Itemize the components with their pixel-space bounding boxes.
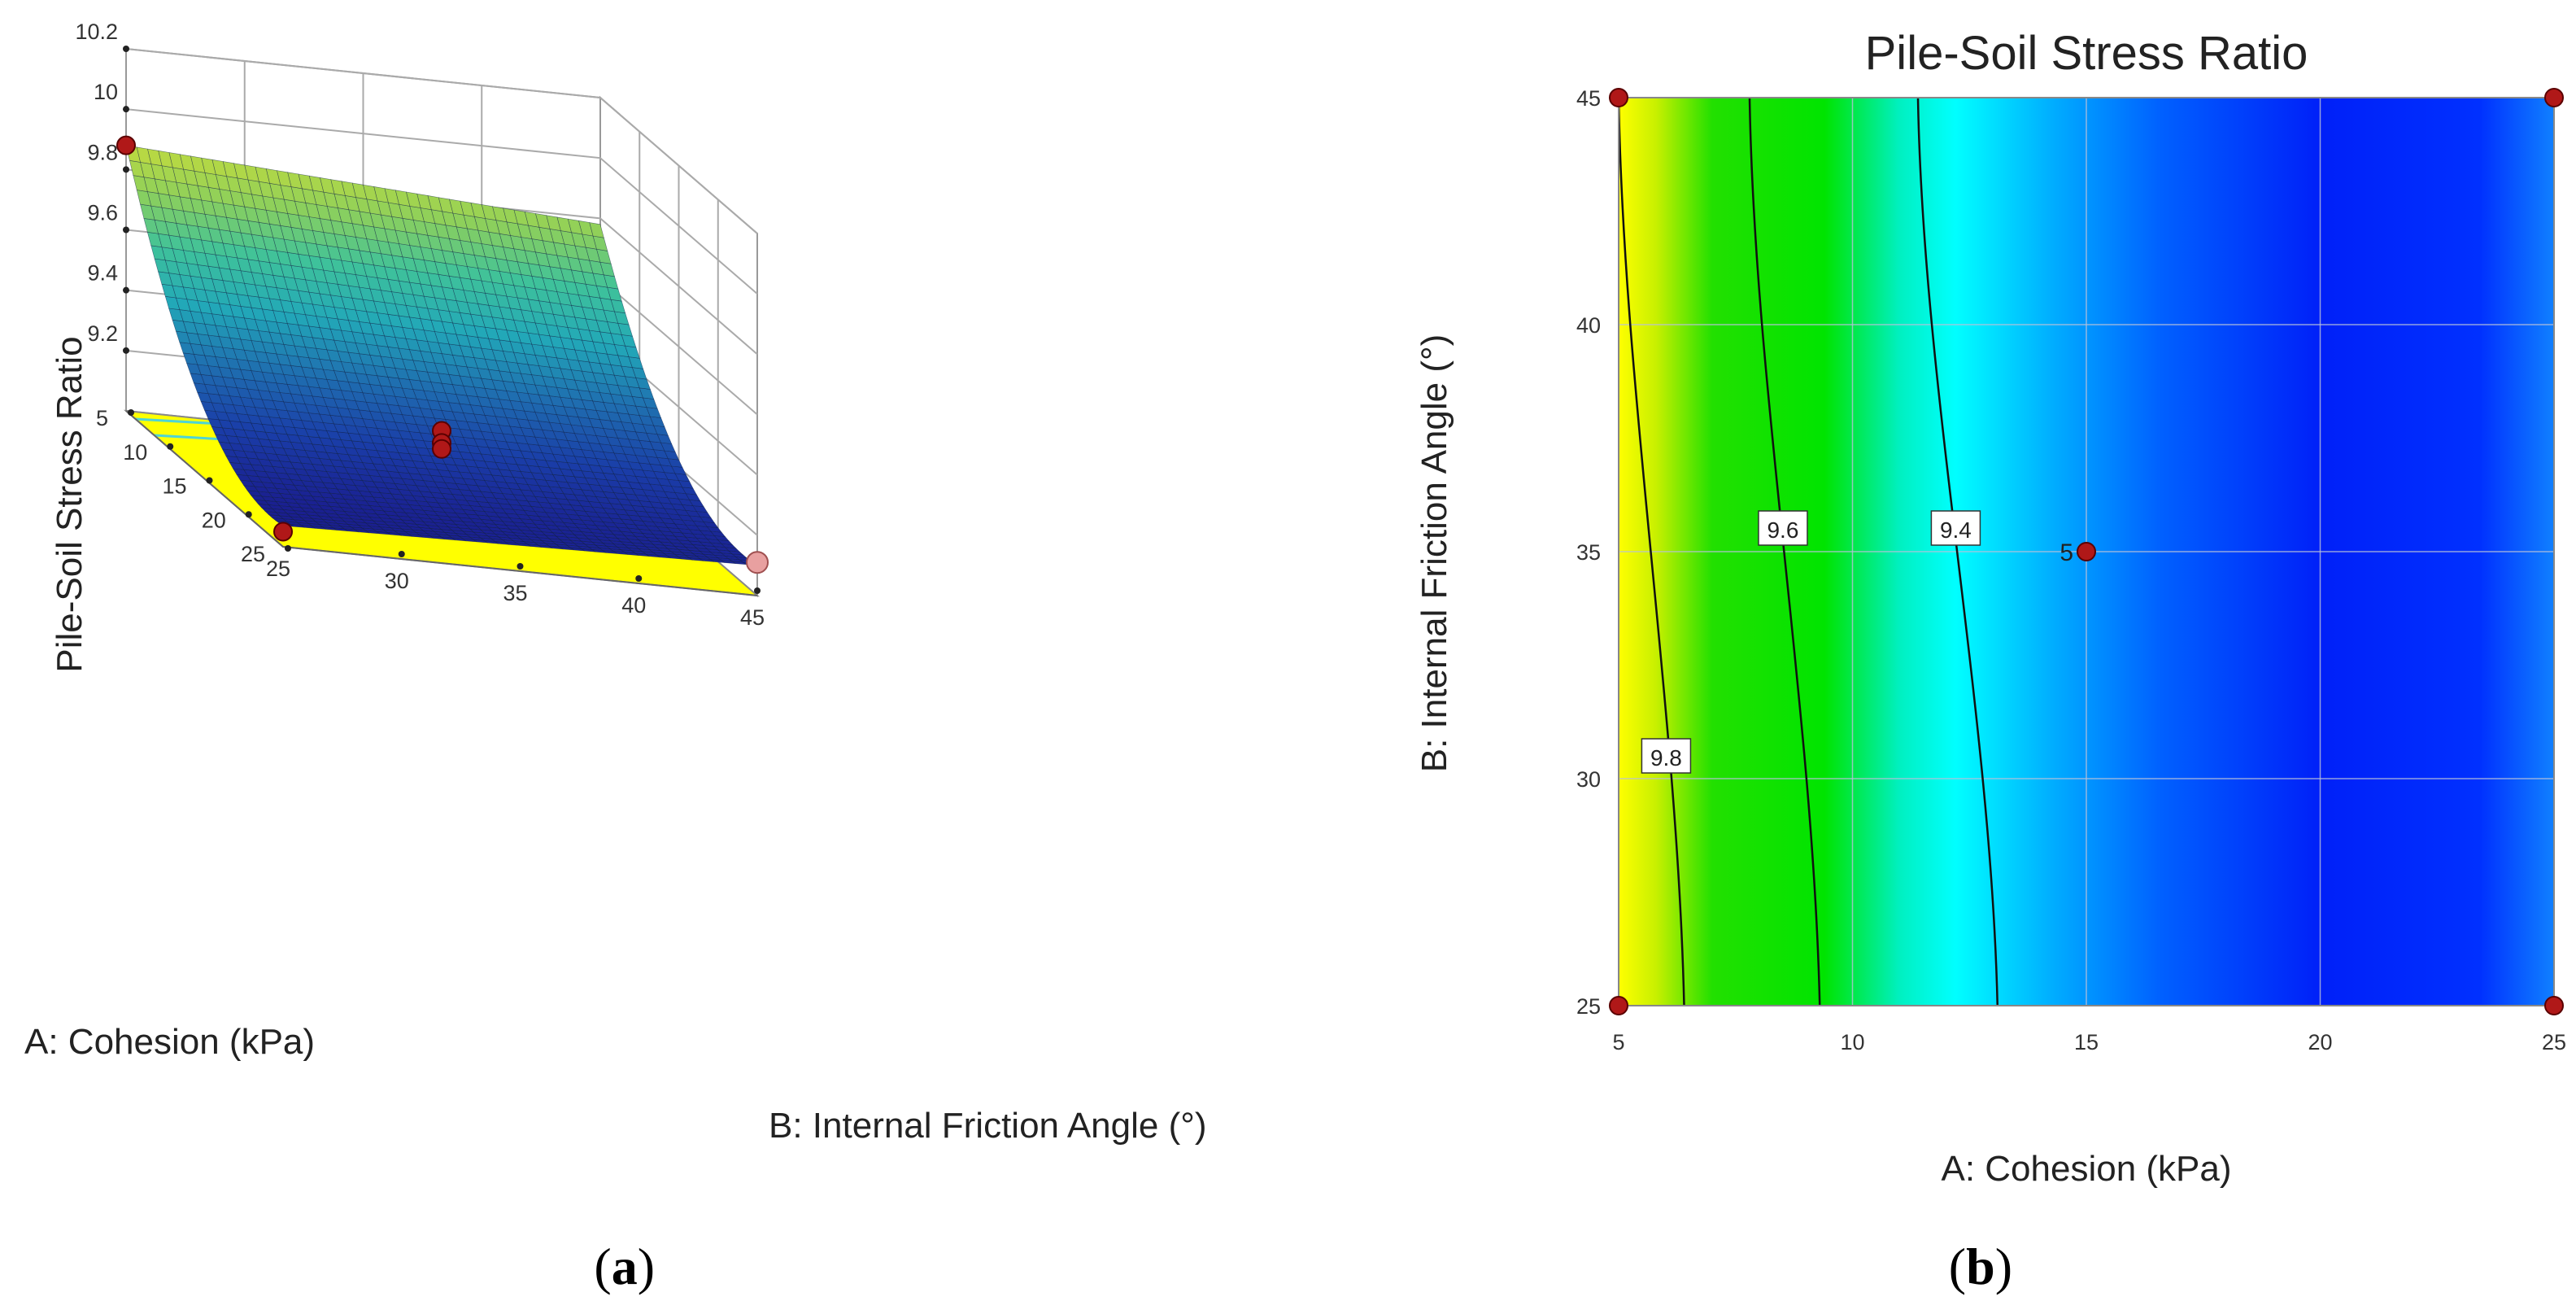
contour-title: Pile-Soil Stress Ratio <box>1865 27 2308 80</box>
response-surface <box>125 145 758 566</box>
contour-x-tick-label: 15 <box>2074 1030 2099 1054</box>
surface-design-points <box>116 135 769 574</box>
contour-x-tick-label: 10 <box>1840 1030 1864 1054</box>
contour-line-9.8 <box>1617 97 1685 1006</box>
contour-y-tick-label: 35 <box>1576 540 1601 565</box>
wall-gridline <box>125 108 758 295</box>
contour-x-tick-label: 25 <box>2542 1030 2566 1054</box>
svg-text:(b): (b) <box>1949 1238 2012 1295</box>
contour-label-box <box>1641 738 1692 774</box>
contour-y-tick-label: 45 <box>1576 86 1601 111</box>
b-tick-label: 45 <box>740 605 765 630</box>
floor-front-edge <box>125 410 758 596</box>
surface-front-edges <box>125 410 758 596</box>
a-tick-mark <box>245 511 252 518</box>
a-tick-mark <box>128 409 134 416</box>
caption-a-open: ( <box>594 1238 611 1295</box>
caption-a-letter: a <box>612 1238 638 1295</box>
contour-y-tick-label: 25 <box>1576 994 1601 1019</box>
b-tick-label: 25 <box>266 557 290 581</box>
a-tick-label: 15 <box>162 474 186 499</box>
z-tick-mark <box>123 347 129 354</box>
z-tick-label: 9.8 <box>87 140 118 164</box>
z-tick-label: 10.2 <box>75 20 118 44</box>
contour-design-point <box>2077 542 2096 561</box>
contour-label-box <box>1758 510 1808 546</box>
contour-design-point <box>1609 996 1628 1015</box>
a-tick-mark <box>167 443 174 450</box>
contour-y-tick-label: 30 <box>1576 767 1601 792</box>
z-tick-label: 9.2 <box>87 321 118 346</box>
contour-design-point <box>2544 996 2564 1015</box>
contour-lines: 9.8 9.6 9.4 <box>1617 97 1998 1006</box>
contour-line-9.4 <box>1916 97 1998 1006</box>
b-tick-label: 40 <box>621 593 646 618</box>
contour-y-tick-label: 40 <box>1576 313 1601 338</box>
caption-b-close: ) <box>1995 1238 2012 1295</box>
contour-label: 9.6 <box>1767 517 1798 543</box>
caption-b-open: ( <box>1949 1238 1966 1295</box>
a-tick-label: 10 <box>123 440 147 465</box>
contour-axis-ticks: 5 10 15 20 25 25 30 35 40 45 <box>1576 86 2566 1054</box>
caption-a: (a) <box>594 1238 655 1295</box>
b-tick-label: 35 <box>503 581 527 605</box>
contour-label: 9.8 <box>1650 745 1682 771</box>
z-tick-mark <box>123 286 129 294</box>
wall-gridline <box>125 48 758 234</box>
z-tick-mark <box>123 106 129 113</box>
contour-y-axis-title: B: Internal Friction Angle (°) <box>1414 334 1454 772</box>
z-tick-mark <box>123 166 129 173</box>
z-axis-title: Pile-Soil Stress Ratio <box>50 336 89 672</box>
b-tick-mark <box>398 551 405 557</box>
z-tick-label: 10 <box>94 80 118 104</box>
contour-design-point <box>2544 88 2564 107</box>
z-tick-label: 9.4 <box>87 261 118 286</box>
caption-b: (b) <box>1949 1238 2012 1295</box>
a-tick-mark <box>285 545 291 552</box>
floor-contour-line <box>135 417 214 426</box>
contour-x-tick-label: 20 <box>2308 1030 2332 1054</box>
a-tick-label: 25 <box>241 542 265 566</box>
b-tick-mark <box>635 575 643 582</box>
z-tick-label: 9.6 <box>87 201 118 225</box>
b-axis-title: B: Internal Friction Angle (°) <box>769 1106 1206 1146</box>
b-tick-label: 30 <box>385 569 409 593</box>
contour-design-point <box>1609 88 1628 107</box>
design-point <box>432 439 451 459</box>
caption-a-close: ) <box>638 1238 655 1295</box>
contour-line-9.6 <box>1748 97 1821 1006</box>
a-axis-title: A: Cohesion (kPa) <box>24 1022 315 1062</box>
contour-x-axis-title: A: Cohesion (kPa) <box>1941 1149 2231 1189</box>
caption-b-letter: b <box>1966 1238 1995 1295</box>
design-point <box>116 135 136 155</box>
z-tick-mark <box>123 46 129 52</box>
contour-plot-panel: 9.8 9.6 9.4 5 10 15 20 25 25 30 35 40 45 5 Pile-Soi… <box>1414 27 2566 1189</box>
design-point-count-label: 5 <box>2059 539 2073 566</box>
a-tick-mark <box>206 477 213 484</box>
contour-label: 9.4 <box>1940 517 1972 543</box>
surface-patch <box>589 222 604 238</box>
a-tick-label: 20 <box>202 508 226 532</box>
svg-text:(a): (a) <box>594 1238 655 1295</box>
contour-design-points: 5 <box>1609 88 2564 1015</box>
contour-x-tick-label: 5 <box>1612 1030 1624 1054</box>
b-tick-mark <box>517 563 524 570</box>
contour-label-box <box>1930 510 1981 546</box>
contour-frame <box>1618 97 2555 1006</box>
z-tick-mark <box>123 226 129 234</box>
design-point <box>273 522 293 542</box>
design-point <box>746 551 769 574</box>
a-tick-label: 5 <box>96 406 108 430</box>
b-tick-mark <box>754 587 761 594</box>
